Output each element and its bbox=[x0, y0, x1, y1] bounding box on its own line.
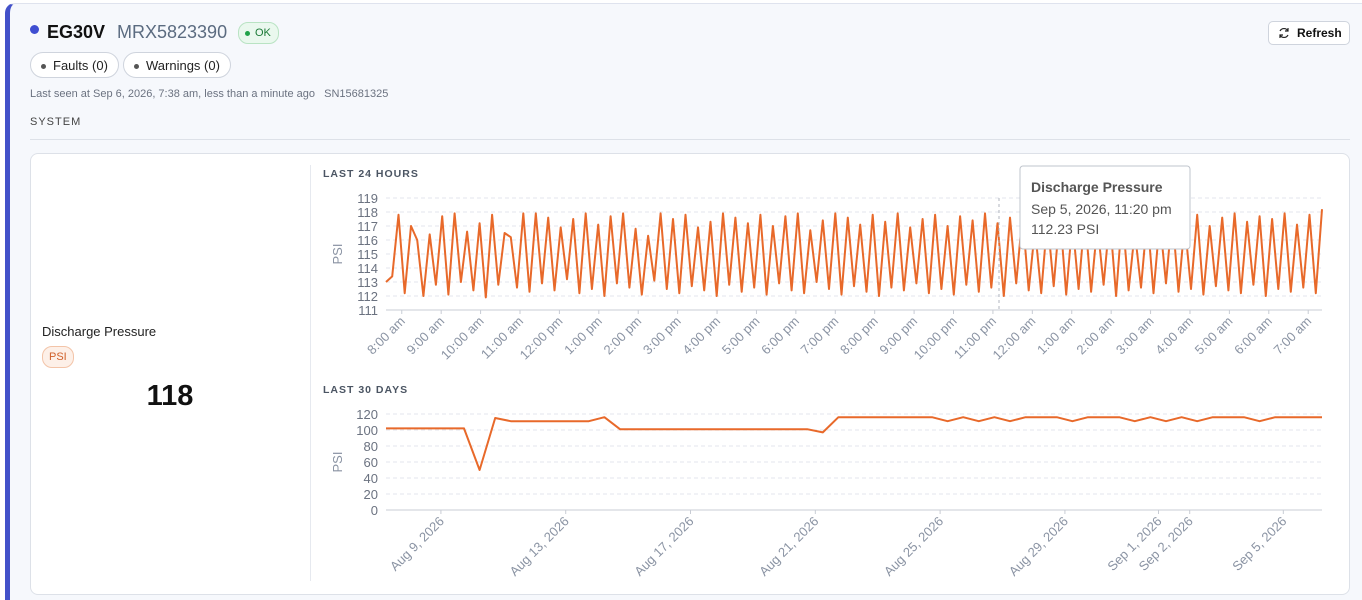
tooltip-box bbox=[1019, 165, 1191, 250]
x-tick-label: Aug 13, 2026 bbox=[507, 514, 572, 579]
status-dot bbox=[30, 25, 39, 34]
unit-badge: PSI bbox=[42, 346, 74, 368]
x-tick-label: 8:00 am bbox=[364, 314, 408, 358]
y-axis-label: PSI bbox=[330, 452, 345, 473]
x-tick-label: 2:00 am bbox=[1073, 314, 1117, 358]
data-line bbox=[385, 209, 1323, 299]
x-tick-label: 5:00 am bbox=[1192, 314, 1236, 358]
y-tick-label: 60 bbox=[364, 455, 378, 470]
last-seen: Last seen at Sep 6, 2026, 7:38 am, less … bbox=[30, 88, 388, 100]
x-tick-label: 1:00 am bbox=[1034, 314, 1078, 358]
y-tick-label: 112 bbox=[357, 289, 378, 304]
x-tick-label: 2:00 pm bbox=[601, 314, 645, 358]
x-tick-label: Aug 17, 2026 bbox=[631, 514, 696, 579]
x-tick-label: 6:00 am bbox=[1231, 314, 1275, 358]
tooltip-title: Discharge Pressure bbox=[1031, 179, 1163, 195]
serial: SN15681325 bbox=[324, 88, 389, 100]
x-tick-label: 12:00 am bbox=[990, 314, 1039, 363]
x-tick-label: Aug 25, 2026 bbox=[881, 514, 946, 579]
x-tick-label: Sep 5, 2026 bbox=[1229, 514, 1289, 574]
device-title: EG30V bbox=[47, 22, 106, 42]
x-tick-label: 5:00 pm bbox=[719, 314, 763, 358]
refresh-button[interactable]: Refresh bbox=[1268, 21, 1350, 45]
y-tick-label: 113 bbox=[357, 275, 378, 290]
faults-button[interactable]: Faults (0) bbox=[30, 52, 119, 78]
x-tick-label: 10:00 pm bbox=[911, 314, 960, 363]
x-tick-label: 10:00 am bbox=[438, 314, 487, 363]
y-tick-label: 0 bbox=[371, 503, 378, 518]
refresh-label: Refresh bbox=[1297, 26, 1342, 40]
y-tick-label: 111 bbox=[358, 303, 378, 318]
y-tick-label: 119 bbox=[357, 191, 378, 206]
y-tick-label: 40 bbox=[364, 471, 378, 486]
chart-title: LAST 24 HOURS bbox=[323, 168, 419, 180]
y-tick-label: 116 bbox=[357, 233, 378, 248]
tooltip-date: Sep 5, 2026, 11:20 pm bbox=[1031, 201, 1172, 217]
x-tick-label: Aug 21, 2026 bbox=[756, 514, 821, 579]
last-seen-text: Last seen at Sep 6, 2026, 7:38 am, less … bbox=[30, 88, 315, 100]
y-tick-label: 20 bbox=[364, 487, 378, 502]
section-title: SYSTEM bbox=[30, 116, 82, 128]
x-tick-label: 3:00 am bbox=[1113, 314, 1157, 358]
y-axis-label: PSI bbox=[330, 244, 345, 265]
card-divider bbox=[310, 165, 311, 581]
x-tick-label: 3:00 pm bbox=[640, 314, 684, 358]
metric-value: 118 bbox=[146, 380, 194, 412]
device-model: MRX5823390 bbox=[117, 22, 228, 42]
data-line bbox=[386, 416, 1322, 471]
x-tick-label: 12:00 pm bbox=[517, 314, 566, 363]
y-tick-label: 118 bbox=[357, 205, 378, 220]
status-badge-dot bbox=[245, 31, 250, 36]
y-tick-label: 114 bbox=[357, 261, 378, 276]
y-tick-label: 100 bbox=[356, 423, 378, 438]
warnings-button[interactable]: Warnings (0) bbox=[123, 52, 231, 78]
tooltip-value: 112.23 PSI bbox=[1031, 221, 1099, 237]
y-tick-label: 117 bbox=[357, 219, 378, 234]
chart-title: LAST 30 DAYS bbox=[323, 384, 408, 396]
status-badge: OK bbox=[238, 22, 279, 44]
divider bbox=[30, 139, 1350, 140]
y-tick-label: 80 bbox=[364, 439, 378, 454]
status-text: OK bbox=[255, 27, 271, 39]
x-tick-label: 4:00 am bbox=[1152, 314, 1196, 358]
x-tick-label: 1:00 pm bbox=[561, 314, 605, 358]
refresh-icon bbox=[1279, 27, 1289, 39]
metric-name: Discharge Pressure bbox=[42, 324, 157, 339]
y-tick-label: 120 bbox=[356, 407, 378, 422]
x-tick-label: 6:00 pm bbox=[758, 314, 802, 358]
x-tick-label: 7:00 am bbox=[1270, 314, 1314, 358]
x-tick-label: 7:00 pm bbox=[798, 314, 842, 358]
y-tick-label: 115 bbox=[357, 247, 378, 262]
x-tick-label: 4:00 pm bbox=[679, 314, 723, 358]
x-tick-label: 8:00 pm bbox=[837, 314, 881, 358]
x-tick-label: Aug 29, 2026 bbox=[1006, 514, 1071, 579]
x-tick-label: Aug 9, 2026 bbox=[387, 514, 447, 574]
